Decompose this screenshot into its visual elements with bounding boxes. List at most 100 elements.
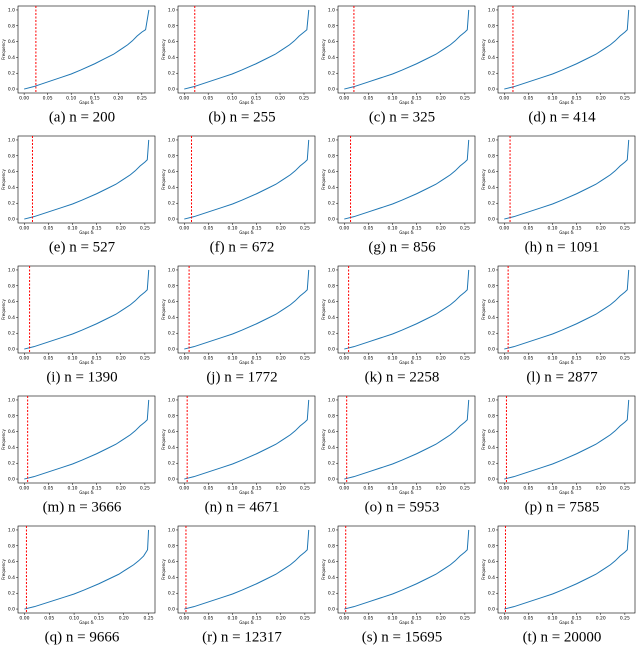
x-tick-label: 0.00 xyxy=(179,96,189,102)
x-tick-label: 0.00 xyxy=(499,486,509,492)
x-tick-label: 0.15 xyxy=(572,486,582,492)
x-tick-label: 0.20 xyxy=(436,96,446,102)
x-tick-label: 0.20 xyxy=(116,356,126,362)
y-tick-label: 0.8 xyxy=(328,153,335,159)
x-axis-label: Gaps δᵢ xyxy=(239,620,254,625)
y-tick-label: 1.0 xyxy=(488,267,495,273)
x-tick-label: 0.00 xyxy=(499,226,509,232)
y-tick-label: 0.0 xyxy=(328,477,335,483)
caption: (m) n = 3666 xyxy=(43,499,122,515)
x-axis-label: Gaps δᵢ xyxy=(559,100,574,105)
x-tick-label: 0.20 xyxy=(436,356,446,362)
y-tick-label: 1.0 xyxy=(488,137,495,143)
x-tick-label: 0.00 xyxy=(339,486,349,492)
panel: 0.00 0.05 0.10 0.15 0.20 0.25 0.0 0.2 0.4 0.6 0.8 1… xyxy=(481,395,636,515)
x-tick-label: 0.05 xyxy=(363,486,373,492)
y-tick-label: 0.0 xyxy=(168,347,175,353)
y-tick-label: 0.2 xyxy=(488,201,495,207)
y-tick-label: 1.0 xyxy=(8,527,15,533)
y-tick-label: 1.0 xyxy=(8,397,15,403)
y-tick-label: 0.0 xyxy=(168,87,175,93)
y-tick-label: 0.4 xyxy=(328,55,335,61)
panel: 0.00 0.05 0.10 0.15 0.20 0.25 0.0 0.2 0.4 0.6 0.8 1… xyxy=(1,135,156,255)
x-axis-label: Gaps δᵢ xyxy=(559,230,574,235)
caption: (e) n = 527 xyxy=(49,239,116,255)
x-tick-label: 0.00 xyxy=(339,96,349,102)
y-tick-label: 0.6 xyxy=(488,39,495,45)
y-axis-label: Frequency xyxy=(1,299,6,320)
panel: 0.00 0.05 0.10 0.15 0.20 0.25 0.0 0.2 0.4 0.6 0.8 1… xyxy=(321,395,476,515)
x-tick-label: 0.25 xyxy=(460,486,470,492)
y-tick-label: 0.8 xyxy=(488,23,495,29)
y-tick-label: 0.8 xyxy=(488,543,495,549)
panel: 0.00 0.05 0.10 0.15 0.20 0.25 0.0 0.2 0.4 0.6 0.8 1… xyxy=(481,525,636,645)
x-tick-label: 0.25 xyxy=(300,226,310,232)
y-tick-label: 1.0 xyxy=(328,397,335,403)
x-tick-label: 0.25 xyxy=(620,226,630,232)
x-tick-label: 0.00 xyxy=(19,96,29,102)
data-line xyxy=(344,9,470,90)
x-tick-label: 0.20 xyxy=(596,356,606,362)
y-tick-label: 1.0 xyxy=(328,137,335,143)
panel: 0.00 0.05 0.10 0.15 0.20 0.25 0.0 0.2 0.4 0.6 0.8 1… xyxy=(1,525,156,645)
y-axis-label: Frequency xyxy=(161,429,166,450)
x-tick-label: 0.25 xyxy=(137,96,147,102)
y-tick-label: 0.4 xyxy=(168,575,175,581)
y-tick-label: 0.0 xyxy=(488,347,495,353)
y-tick-label: 0.2 xyxy=(8,461,15,467)
caption: (c) n = 325 xyxy=(369,109,435,125)
y-tick-label: 0.4 xyxy=(328,445,335,451)
data-line xyxy=(184,529,310,610)
caption: (t) n = 20000 xyxy=(523,629,602,645)
y-tick-label: 0.6 xyxy=(328,39,335,45)
y-tick-label: 1.0 xyxy=(328,267,335,273)
y-axis-label: Frequency xyxy=(481,39,486,60)
y-tick-label: 0.2 xyxy=(8,71,15,77)
x-tick-label: 0.25 xyxy=(620,96,630,102)
x-axis-label: Gaps δᵢ xyxy=(399,100,414,105)
y-tick-label: 0.0 xyxy=(328,607,335,613)
data-line xyxy=(504,269,630,350)
plot-frame xyxy=(337,265,476,354)
y-tick-label: 0.4 xyxy=(8,445,15,451)
caption: (k) n = 2258 xyxy=(365,369,440,385)
y-tick-label: 0.6 xyxy=(328,559,335,565)
data-line xyxy=(24,399,150,480)
y-tick-label: 0.0 xyxy=(8,477,15,483)
plot-frame xyxy=(17,265,156,354)
x-tick-label: 0.05 xyxy=(43,356,53,362)
y-tick-label: 0.6 xyxy=(8,559,15,565)
panel: 0.00 0.05 0.10 0.15 0.20 0.25 0.0 0.2 0.4 0.6 0.8 1… xyxy=(321,135,476,255)
y-tick-label: 0.2 xyxy=(168,201,175,207)
x-tick-label: 0.00 xyxy=(179,616,189,622)
x-tick-label: 0.05 xyxy=(523,96,533,102)
x-tick-label: 0.10 xyxy=(547,226,557,232)
x-tick-label: 0.25 xyxy=(460,96,470,102)
x-axis-label: Gaps δᵢ xyxy=(239,100,254,105)
y-tick-label: 0.4 xyxy=(328,575,335,581)
data-line xyxy=(24,139,150,220)
y-tick-label: 0.8 xyxy=(8,153,15,159)
x-tick-label: 0.10 xyxy=(227,486,237,492)
x-tick-label: 0.20 xyxy=(113,96,123,102)
y-tick-label: 0.6 xyxy=(488,169,495,175)
x-tick-label: 0.05 xyxy=(44,616,54,622)
x-tick-label: 0.15 xyxy=(412,356,422,362)
x-tick-label: 0.05 xyxy=(523,486,533,492)
y-tick-label: 0.0 xyxy=(488,477,495,483)
y-tick-label: 0.0 xyxy=(488,607,495,613)
x-tick-label: 0.25 xyxy=(299,96,309,102)
data-line xyxy=(184,399,310,480)
y-axis-label: Frequency xyxy=(161,559,166,580)
y-tick-label: 1.0 xyxy=(328,527,335,533)
x-tick-label: 0.25 xyxy=(140,486,150,492)
x-tick-label: 0.15 xyxy=(92,226,102,232)
x-tick-label: 0.05 xyxy=(363,356,373,362)
data-line xyxy=(504,529,630,610)
caption: (d) n = 414 xyxy=(528,109,596,125)
x-tick-label: 0.00 xyxy=(19,356,29,362)
y-tick-label: 0.6 xyxy=(8,429,15,435)
y-tick-label: 0.2 xyxy=(8,201,15,207)
data-line xyxy=(184,269,310,350)
data-line xyxy=(504,139,630,220)
